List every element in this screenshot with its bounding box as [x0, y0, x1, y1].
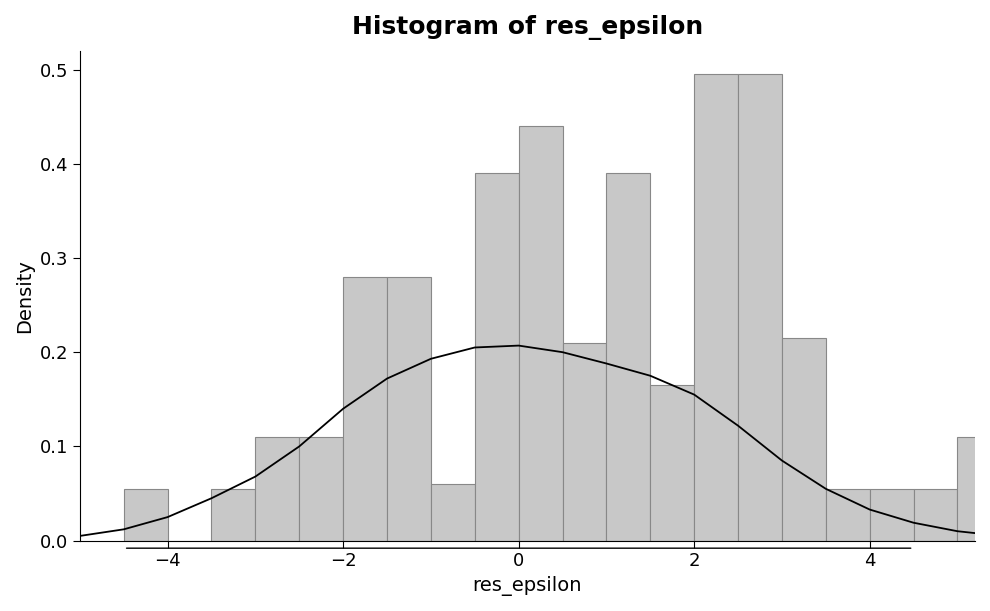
Bar [607, 173, 650, 541]
Title: Histogram of res_epsilon: Histogram of res_epsilon [351, 15, 703, 40]
Bar [124, 489, 167, 541]
Bar [914, 489, 957, 541]
Bar [475, 173, 519, 541]
Bar [299, 437, 344, 541]
Bar [431, 484, 475, 541]
Bar [694, 74, 739, 541]
Bar [562, 343, 607, 541]
Bar [869, 489, 914, 541]
Bar [387, 277, 431, 541]
Bar [519, 126, 562, 541]
Bar [650, 385, 694, 541]
Bar [957, 437, 990, 541]
Bar [739, 74, 782, 541]
Bar [344, 277, 387, 541]
Bar [826, 489, 869, 541]
Bar [255, 437, 299, 541]
Bar [212, 489, 255, 541]
Y-axis label: Density: Density [15, 258, 34, 332]
X-axis label: res_epsilon: res_epsilon [472, 576, 582, 596]
Bar [782, 338, 826, 541]
